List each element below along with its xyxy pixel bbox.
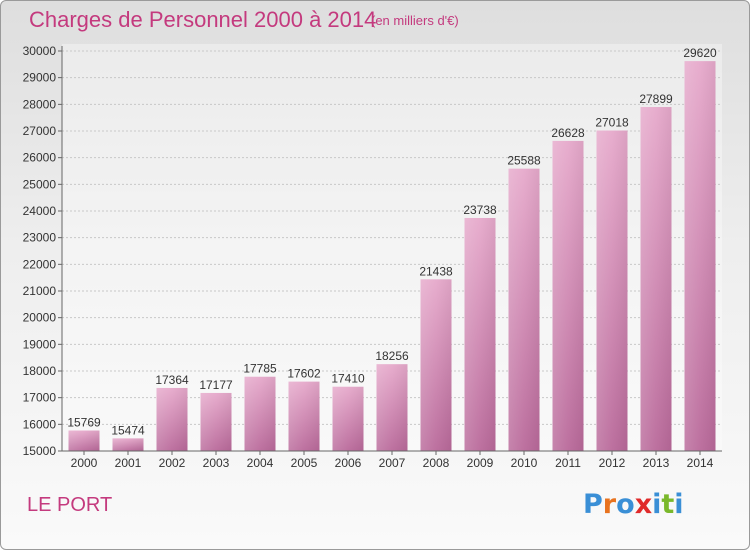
x-tick-label: 2010 xyxy=(511,456,538,470)
bar-shine xyxy=(684,61,716,452)
bar-shine xyxy=(332,386,364,451)
value-label: 17364 xyxy=(155,373,189,387)
value-label: 17177 xyxy=(199,378,233,392)
chart-title: Charges de Personnel 2000 à 2014 xyxy=(29,7,377,32)
chart-subtitle: (en milliers d'€) xyxy=(371,13,459,28)
value-label: 27899 xyxy=(639,92,673,106)
x-tick-label: 2003 xyxy=(203,456,230,470)
bar-shine xyxy=(596,130,628,451)
x-tick-label: 2008 xyxy=(423,456,450,470)
logo-letter: o xyxy=(616,489,635,520)
y-tick-label: 26000 xyxy=(23,151,57,165)
y-tick-label: 15000 xyxy=(23,444,57,458)
bar-shine xyxy=(244,376,276,451)
y-tick-label: 28000 xyxy=(23,97,57,111)
y-tick-label: 29000 xyxy=(23,71,57,85)
x-tick-label: 2000 xyxy=(71,456,98,470)
logo-letter: i xyxy=(674,489,684,520)
value-label: 17785 xyxy=(243,362,277,376)
x-tick-label: 2014 xyxy=(687,456,714,470)
bar-shine xyxy=(376,364,408,451)
bar-shine xyxy=(420,279,452,451)
bar-shine xyxy=(200,392,232,451)
y-tick-label: 21000 xyxy=(23,284,57,298)
value-labels: 15769 15474 17364 17177 17785 17602 17410 18256… xyxy=(67,46,717,437)
y-axis: 15000 16000 17000 18000 19000 20000 21000 22000… xyxy=(23,44,63,458)
logo-letter: P xyxy=(583,489,603,520)
bar-shine xyxy=(68,430,100,451)
x-tick-label: 2005 xyxy=(291,456,318,470)
place-name: LE PORT xyxy=(27,494,113,516)
value-label: 17602 xyxy=(287,367,321,381)
value-label: 29620 xyxy=(683,46,717,60)
y-tick-label: 22000 xyxy=(23,257,57,271)
logo-letter: x xyxy=(634,489,653,520)
x-tick-label: 2011 xyxy=(555,456,581,470)
x-tick-label: 2001 xyxy=(115,456,142,470)
value-label: 21438 xyxy=(419,264,453,278)
x-tick-label: 2012 xyxy=(599,456,626,470)
y-tick-label: 24000 xyxy=(23,204,57,218)
y-tick-label: 18000 xyxy=(23,364,57,378)
y-tick-label: 30000 xyxy=(23,44,57,58)
bar-shine xyxy=(464,217,496,451)
value-label: 18256 xyxy=(375,349,409,363)
y-tick-label: 17000 xyxy=(23,391,57,405)
x-tick-label: 2006 xyxy=(335,456,362,470)
x-tick-label: 2013 xyxy=(643,456,670,470)
bars xyxy=(68,61,716,452)
value-label: 25588 xyxy=(507,154,541,168)
y-tick-label: 16000 xyxy=(23,417,57,431)
bar-shine xyxy=(288,381,320,451)
value-label: 17410 xyxy=(331,372,365,386)
value-label: 27018 xyxy=(595,116,629,130)
y-tick-label: 27000 xyxy=(23,124,57,138)
x-tick-label: 2002 xyxy=(159,456,186,470)
bar-shine xyxy=(552,140,584,452)
x-tick-label: 2004 xyxy=(247,456,274,470)
bar-shine xyxy=(508,168,540,452)
bar-shine xyxy=(156,387,188,451)
value-label: 26628 xyxy=(551,126,585,140)
x-tick-label: 2009 xyxy=(467,456,494,470)
logo-letter: r xyxy=(602,489,617,520)
y-tick-label: 19000 xyxy=(23,337,57,351)
value-label: 15474 xyxy=(111,423,145,437)
logo-letter: t xyxy=(661,489,675,520)
y-tick-label: 25000 xyxy=(23,177,57,191)
x-axis: 2000 2001 2002 2003 2004 2005 2006 2007 2008 2009… xyxy=(62,450,722,470)
logo-letter: i xyxy=(652,489,662,520)
y-tick-label: 20000 xyxy=(23,311,57,325)
value-label: 15769 xyxy=(67,415,101,429)
bar-shine xyxy=(640,107,672,451)
x-tick-label: 2007 xyxy=(379,456,406,470)
bar-shine xyxy=(112,438,144,451)
proxiti-logo: Proxiti xyxy=(583,489,684,520)
y-tick-label: 23000 xyxy=(23,231,57,245)
value-label: 23738 xyxy=(463,203,497,217)
